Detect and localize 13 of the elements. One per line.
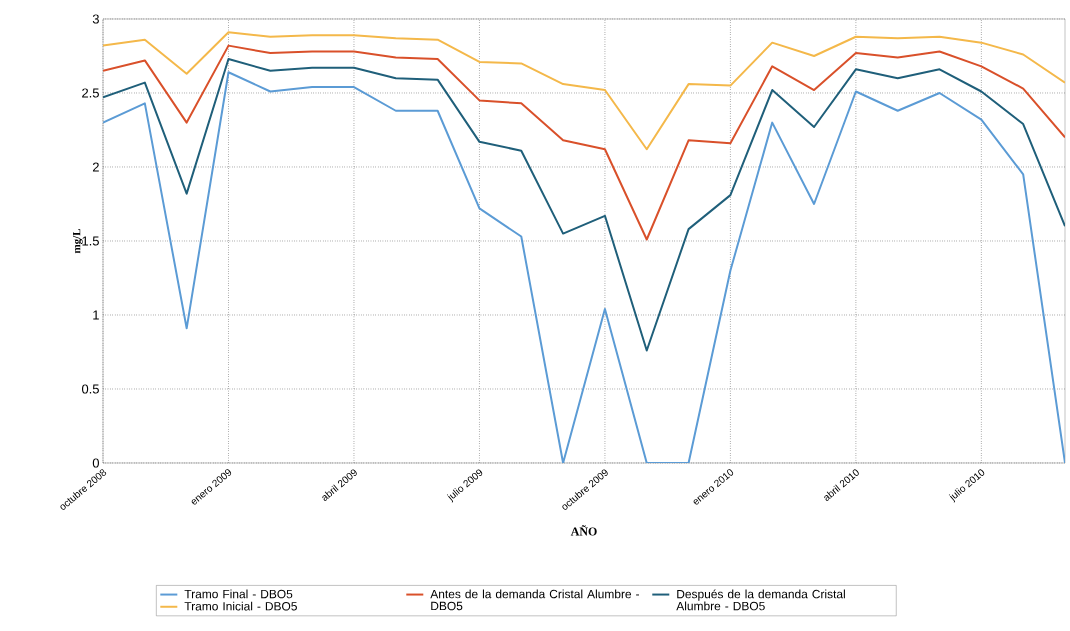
legend-label: Tramo Inicial - DBO5 bbox=[184, 601, 297, 611]
y-tick-label: 3 bbox=[92, 14, 99, 24]
y-tick-label: 1 bbox=[93, 310, 99, 320]
legend-label: Antes de la demanda Cristal Alumbre - DBO5 bbox=[430, 589, 640, 611]
legend-label: Tramo Final - DBO5 bbox=[184, 589, 293, 599]
legend-label: Después de la demanda Cristal Alumbre - DBO5 bbox=[676, 589, 845, 611]
y-tick-label: 0 bbox=[92, 458, 99, 468]
y-tick-label: 2.5 bbox=[82, 88, 99, 98]
y-tick-label: 0.5 bbox=[81, 384, 99, 394]
y-axis-title: mg/L bbox=[73, 228, 83, 254]
y-tick-label: 1.5 bbox=[82, 236, 99, 246]
y-tick-label: 2 bbox=[92, 162, 99, 172]
x-axis-title: AÑO bbox=[570, 525, 597, 536]
